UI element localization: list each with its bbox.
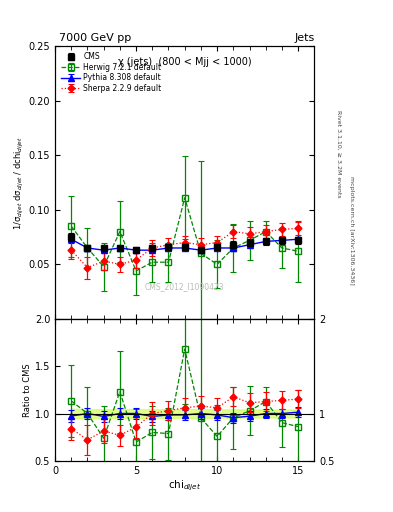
X-axis label: chi$_{dijet}$: chi$_{dijet}$: [168, 478, 202, 493]
Text: 7000 GeV pp: 7000 GeV pp: [59, 33, 131, 44]
Text: Jets: Jets: [294, 33, 314, 44]
Y-axis label: 1/σ$_{dijet}$ dσ$_{dijet}$ / dchi$_{dijet}$: 1/σ$_{dijet}$ dσ$_{dijet}$ / dchi$_{dije…: [13, 136, 26, 229]
Text: χ (jets)  (800 < Mjj < 1000): χ (jets) (800 < Mjj < 1000): [118, 57, 252, 67]
Text: Rivet 3.1.10, ≥ 3.2M events: Rivet 3.1.10, ≥ 3.2M events: [336, 110, 341, 198]
Y-axis label: Ratio to CMS: Ratio to CMS: [23, 363, 32, 417]
Legend: CMS, Herwig 7.2.1 default, Pythia 8.308 default, Sherpa 2.2.9 default: CMS, Herwig 7.2.1 default, Pythia 8.308 …: [59, 50, 164, 95]
Text: CMS_2012_I1090423: CMS_2012_I1090423: [145, 282, 224, 291]
Text: mcplots.cern.ch [arXiv:1306.3436]: mcplots.cern.ch [arXiv:1306.3436]: [349, 176, 354, 285]
